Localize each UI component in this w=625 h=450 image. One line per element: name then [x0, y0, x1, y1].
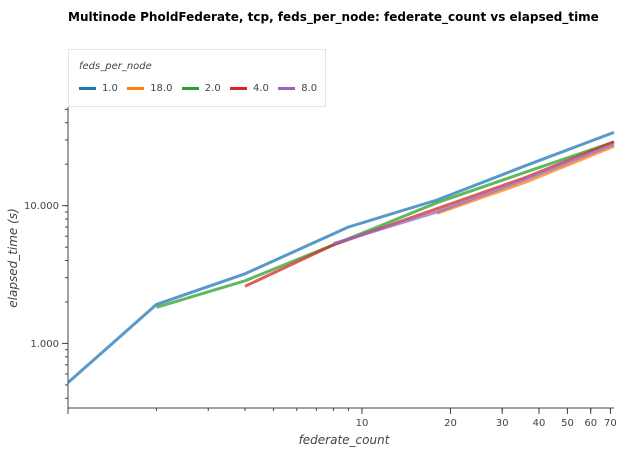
legend-swatch: [230, 86, 247, 90]
legend-title: feds_per_node: [79, 61, 152, 72]
legend-item-18.0[interactable]: 18.0: [127, 81, 172, 95]
x-tick-label: 10: [356, 418, 369, 429]
legend-swatch: [278, 86, 296, 90]
y-axis: 1.000 10.000: [24, 108, 68, 399]
legend-item-4.0[interactable]: 4.0: [230, 81, 269, 95]
legend-swatch: [79, 86, 96, 90]
y-tick-label: 1.000: [30, 339, 59, 350]
legend-label: 8.0: [301, 82, 318, 94]
legend-swatch: [127, 86, 145, 90]
series-lines: [67, 130, 615, 384]
x-axis: 10 20 30 40 50 60 70: [67, 408, 617, 429]
series-line-18.0: [436, 144, 615, 215]
y-tick-label: 10.000: [24, 201, 59, 212]
legend-swatch: [181, 86, 199, 90]
legend-item-1.0[interactable]: 1.0: [79, 81, 118, 95]
series-line-1.0: [67, 130, 615, 384]
x-tick-label: 40: [533, 418, 546, 429]
x-tick-label: 50: [561, 418, 574, 429]
legend-item-8.0[interactable]: 8.0: [278, 81, 317, 95]
x-tick-label: 70: [604, 418, 617, 429]
series-line-4.0: [244, 140, 615, 288]
chart-title: Multinode PholdFederate, tcp, feds_per_n…: [68, 10, 599, 24]
x-tick-label: 30: [496, 418, 509, 429]
legend-label: 4.0: [253, 82, 269, 94]
legend-label: 1.0: [102, 82, 118, 94]
legend-label: 2.0: [204, 82, 221, 94]
x-tick-label: 60: [584, 418, 597, 429]
legend-label: 18.0: [150, 82, 173, 94]
x-tick-label: 20: [444, 418, 457, 429]
y-axis-label: elapsed_time (s): [6, 208, 20, 307]
series-line-8.0: [333, 142, 615, 246]
series-line-2.0: [156, 140, 615, 309]
x-axis-label: federate_count: [299, 433, 391, 447]
legend: feds_per_node 1.0 18.0 2.0 4.0 8.0: [68, 49, 326, 107]
legend-item-2.0[interactable]: 2.0: [181, 81, 221, 95]
plot-frame: [67, 107, 614, 409]
